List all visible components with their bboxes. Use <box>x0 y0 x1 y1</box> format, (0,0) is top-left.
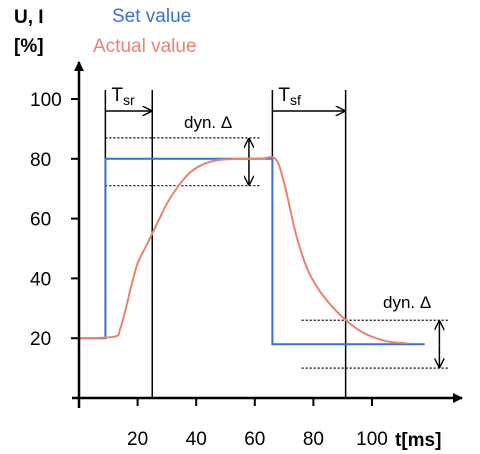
y-tick-label-40: 40 <box>30 269 51 290</box>
x-tick-label-20: 20 <box>127 429 148 450</box>
x-tick-label-60: 60 <box>244 429 265 450</box>
y-tick-label-100: 100 <box>30 90 62 111</box>
x-tick-label-40: 40 <box>186 429 207 450</box>
y-tick-label-20: 20 <box>30 329 51 350</box>
x-tick-label-100: 100 <box>356 429 388 450</box>
y-tick-label-80: 80 <box>30 150 51 171</box>
upper-dyn-label: dyn. Δ <box>184 113 232 132</box>
tsr-label: Tsr <box>111 85 135 108</box>
annotation-layer: Tsr Tsf dyn. Δ dyn. Δ <box>104 85 449 398</box>
series-line-actual-value <box>78 156 408 345</box>
y-axis-title-line2: [%] <box>14 36 44 57</box>
y-tick-label-60: 60 <box>30 210 51 231</box>
legend-actual-value: Actual value <box>93 36 197 57</box>
legend-set-value: Set value <box>112 6 191 27</box>
series-line-set-value <box>79 157 425 346</box>
axes-layer: 20 40 60 80 100 20 40 60 80 100 <box>30 61 463 450</box>
lower-dyn-label: dyn. Δ <box>383 293 431 312</box>
tsf-label: Tsf <box>278 85 301 108</box>
x-tick-label-80: 80 <box>303 429 324 450</box>
series-layer <box>78 156 425 346</box>
y-axis-title-line1: U, I <box>14 7 44 28</box>
x-axis-title: t[ms] <box>395 430 441 451</box>
